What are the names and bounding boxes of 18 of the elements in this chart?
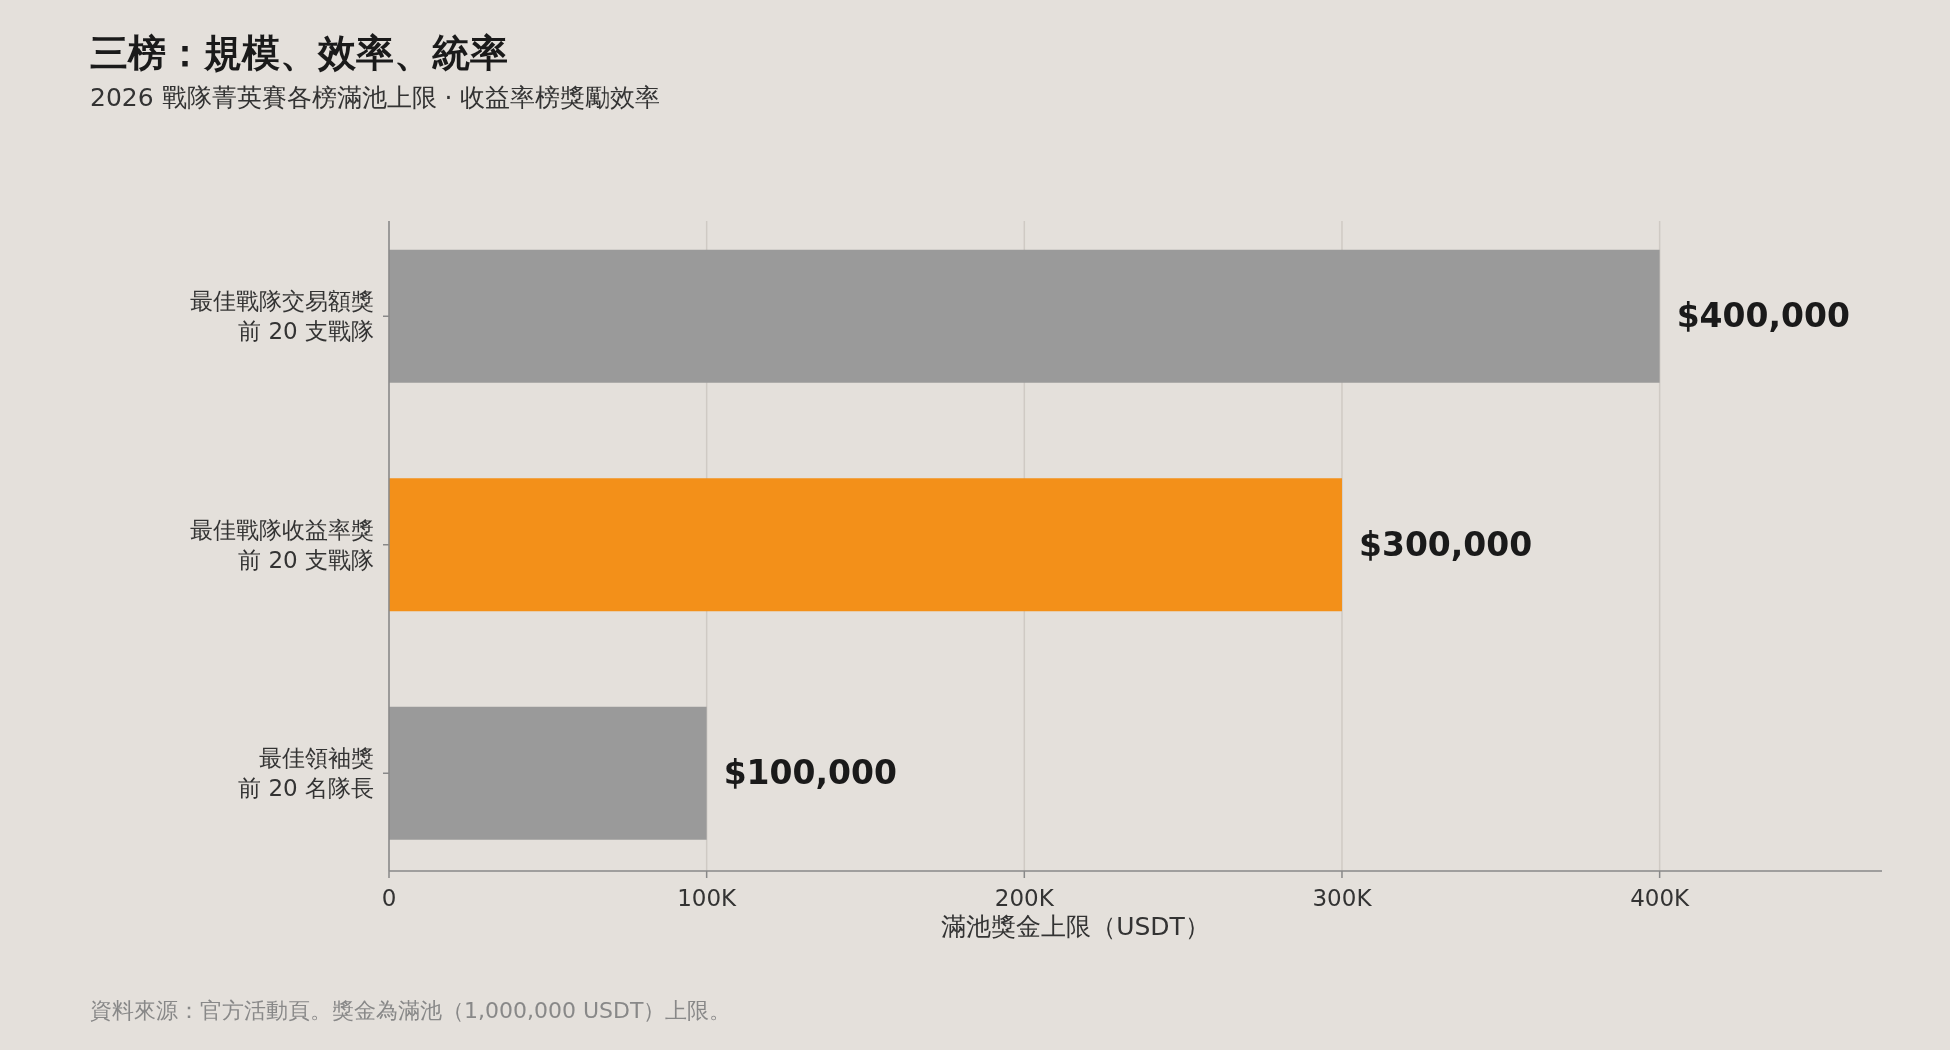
x-tick-label: 300K (1312, 885, 1373, 911)
y-tick-label: 最佳領袖獎前 20 名隊長 (238, 745, 374, 802)
source-note: 資料來源：官方活動頁。獎金為滿池（1,000,000 USDT）上限。 (90, 998, 732, 1023)
chart-title: 三榜：規模、效率、統率 (90, 31, 508, 75)
x-axis-title: 滿池獎金上限（USDT） (941, 912, 1210, 941)
bar (389, 249, 1660, 383)
data-label: $100,000 (723, 753, 897, 793)
data-label: $300,000 (1358, 524, 1533, 564)
chart-subtitle: 2026 戰隊菁英賽各榜滿池上限 · 收益率榜獎勵效率 (90, 83, 661, 112)
x-tick-label: 100K (677, 885, 738, 911)
x-tick-label: 400K (1630, 885, 1691, 911)
data-label: $400,000 (1676, 296, 1850, 336)
x-tick-label: 200K (994, 885, 1055, 911)
y-tick-label: 最佳戰隊收益率獎前 20 支戰隊 (190, 516, 374, 573)
x-tick-label: 0 (381, 885, 397, 911)
bar (389, 478, 1342, 612)
y-tick-label: 最佳戰隊交易額獎前 20 支戰隊 (190, 288, 374, 345)
bar (389, 706, 707, 840)
